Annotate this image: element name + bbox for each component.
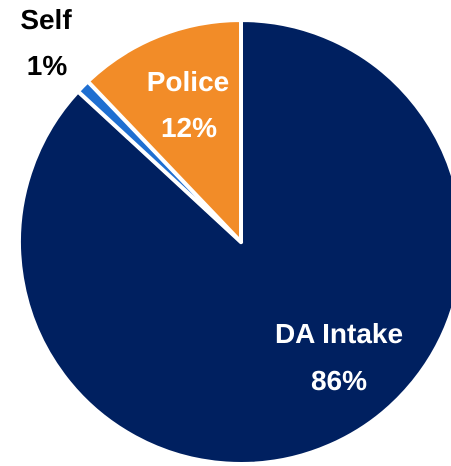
- pie-slice-police: [85, 18, 243, 244]
- slice-label-da-intake-name: DA Intake: [275, 318, 403, 349]
- slice-label-self-name: Self: [20, 4, 72, 35]
- slice-label-police-name: Police: [147, 66, 229, 97]
- slice-label-da-intake-value: 86%: [311, 365, 367, 396]
- pie-slices: [17, 18, 451, 466]
- slice-label-self-value: 1%: [27, 50, 68, 81]
- slice-label-police-value: 12%: [161, 112, 217, 143]
- pie-slice-da-intake: [17, 18, 451, 466]
